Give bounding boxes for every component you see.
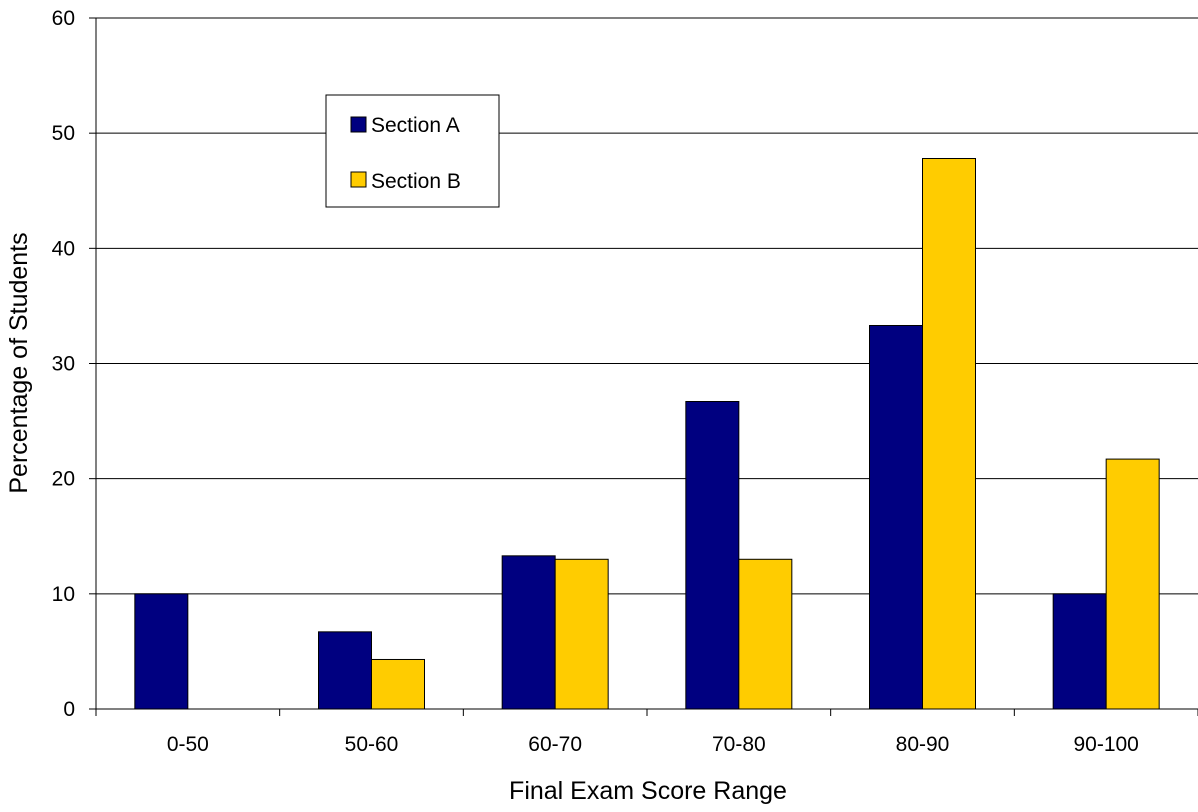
gridlines bbox=[96, 17, 1198, 595]
x-ticks: 0-50 50-60 60-70 70-80 80-90 90-100 bbox=[95, 709, 1198, 756]
bar-section-a-90-100 bbox=[1052, 593, 1107, 710]
y-tick-label: 0 bbox=[63, 698, 75, 721]
x-tick-label: 80-90 bbox=[896, 733, 950, 756]
bars bbox=[134, 158, 1160, 710]
y-tick-label: 30 bbox=[52, 353, 75, 376]
y-axis-title: Percentage of Students bbox=[5, 232, 33, 493]
x-axis-title: Final Exam Score Range bbox=[509, 777, 787, 805]
bar-section-b-80-90 bbox=[922, 158, 976, 710]
y-tick-label: 50 bbox=[52, 122, 75, 145]
bar-section-a-60-70 bbox=[501, 555, 556, 710]
bar-section-a-50-60 bbox=[318, 631, 372, 710]
x-tick-label: 60-70 bbox=[528, 733, 582, 756]
x-tick-label: 50-60 bbox=[345, 733, 399, 756]
bar-section-b-50-60 bbox=[371, 658, 425, 710]
legend: Section A Section B bbox=[325, 94, 500, 208]
x-tick-label: 70-80 bbox=[712, 733, 766, 756]
legend-label-section-a: Section A bbox=[371, 114, 460, 137]
y-tick-label: 10 bbox=[52, 583, 75, 606]
y-tick-label: 20 bbox=[52, 468, 75, 491]
legend-swatch-section-a bbox=[350, 116, 367, 133]
y-tick-label: 60 bbox=[52, 7, 75, 30]
x-tick-label: 90-100 bbox=[1073, 733, 1138, 756]
bar-section-b-70-80 bbox=[738, 558, 793, 710]
y-ticks: 0 10 20 30 40 50 60 bbox=[52, 7, 96, 721]
bar-section-b-90-100 bbox=[1105, 458, 1160, 710]
bar-section-a-70-80 bbox=[685, 401, 740, 710]
legend-box bbox=[325, 94, 500, 208]
legend-swatch-section-b bbox=[350, 171, 367, 188]
bar-section-a-80-90 bbox=[869, 324, 923, 710]
legend-label-section-b: Section B bbox=[371, 170, 461, 193]
bar-section-a-0-50 bbox=[134, 593, 189, 710]
bar-section-b-60-70 bbox=[554, 558, 609, 710]
y-tick-label: 40 bbox=[52, 237, 75, 260]
x-tick-label: 0-50 bbox=[167, 733, 209, 756]
